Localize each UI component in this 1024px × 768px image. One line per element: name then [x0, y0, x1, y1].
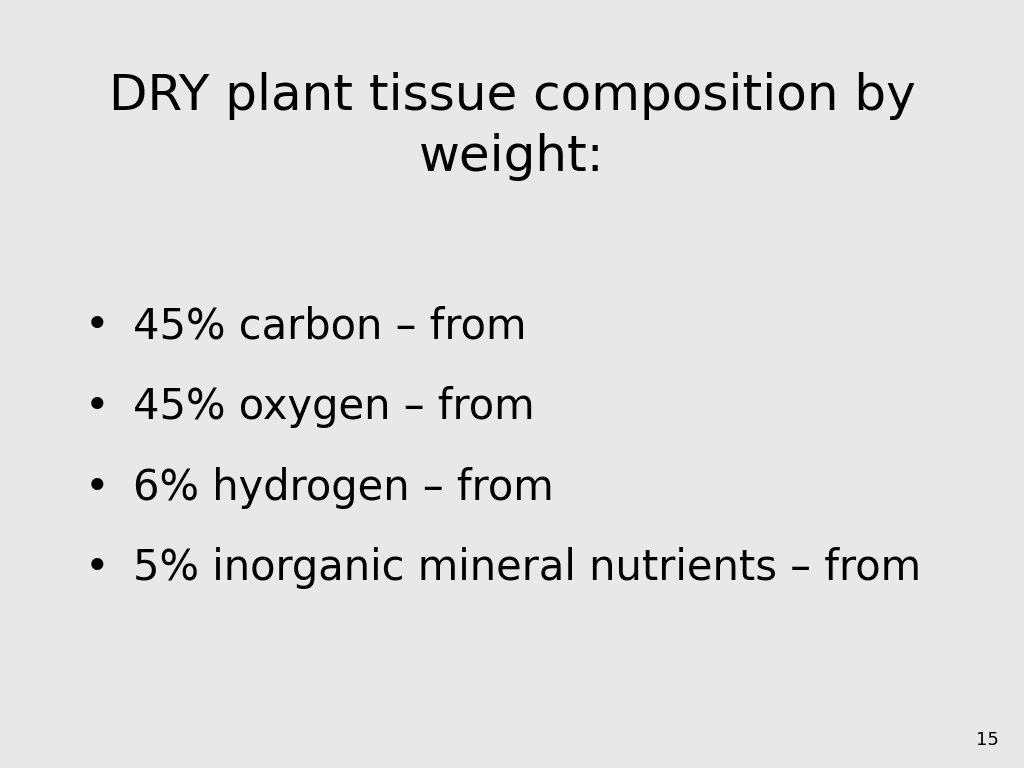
Text: 45% carbon – from: 45% carbon – from	[133, 306, 526, 347]
Text: 15: 15	[976, 731, 998, 749]
Text: 5% inorganic mineral nutrients – from: 5% inorganic mineral nutrients – from	[133, 548, 922, 589]
Text: •: •	[85, 548, 110, 589]
Text: weight:: weight:	[419, 134, 605, 181]
Text: 6% hydrogen – from: 6% hydrogen – from	[133, 467, 554, 508]
Text: •: •	[85, 467, 110, 508]
Text: •: •	[85, 386, 110, 428]
Text: DRY plant tissue composition by: DRY plant tissue composition by	[109, 72, 915, 120]
Text: •: •	[85, 306, 110, 347]
Text: 45% oxygen – from: 45% oxygen – from	[133, 386, 535, 428]
